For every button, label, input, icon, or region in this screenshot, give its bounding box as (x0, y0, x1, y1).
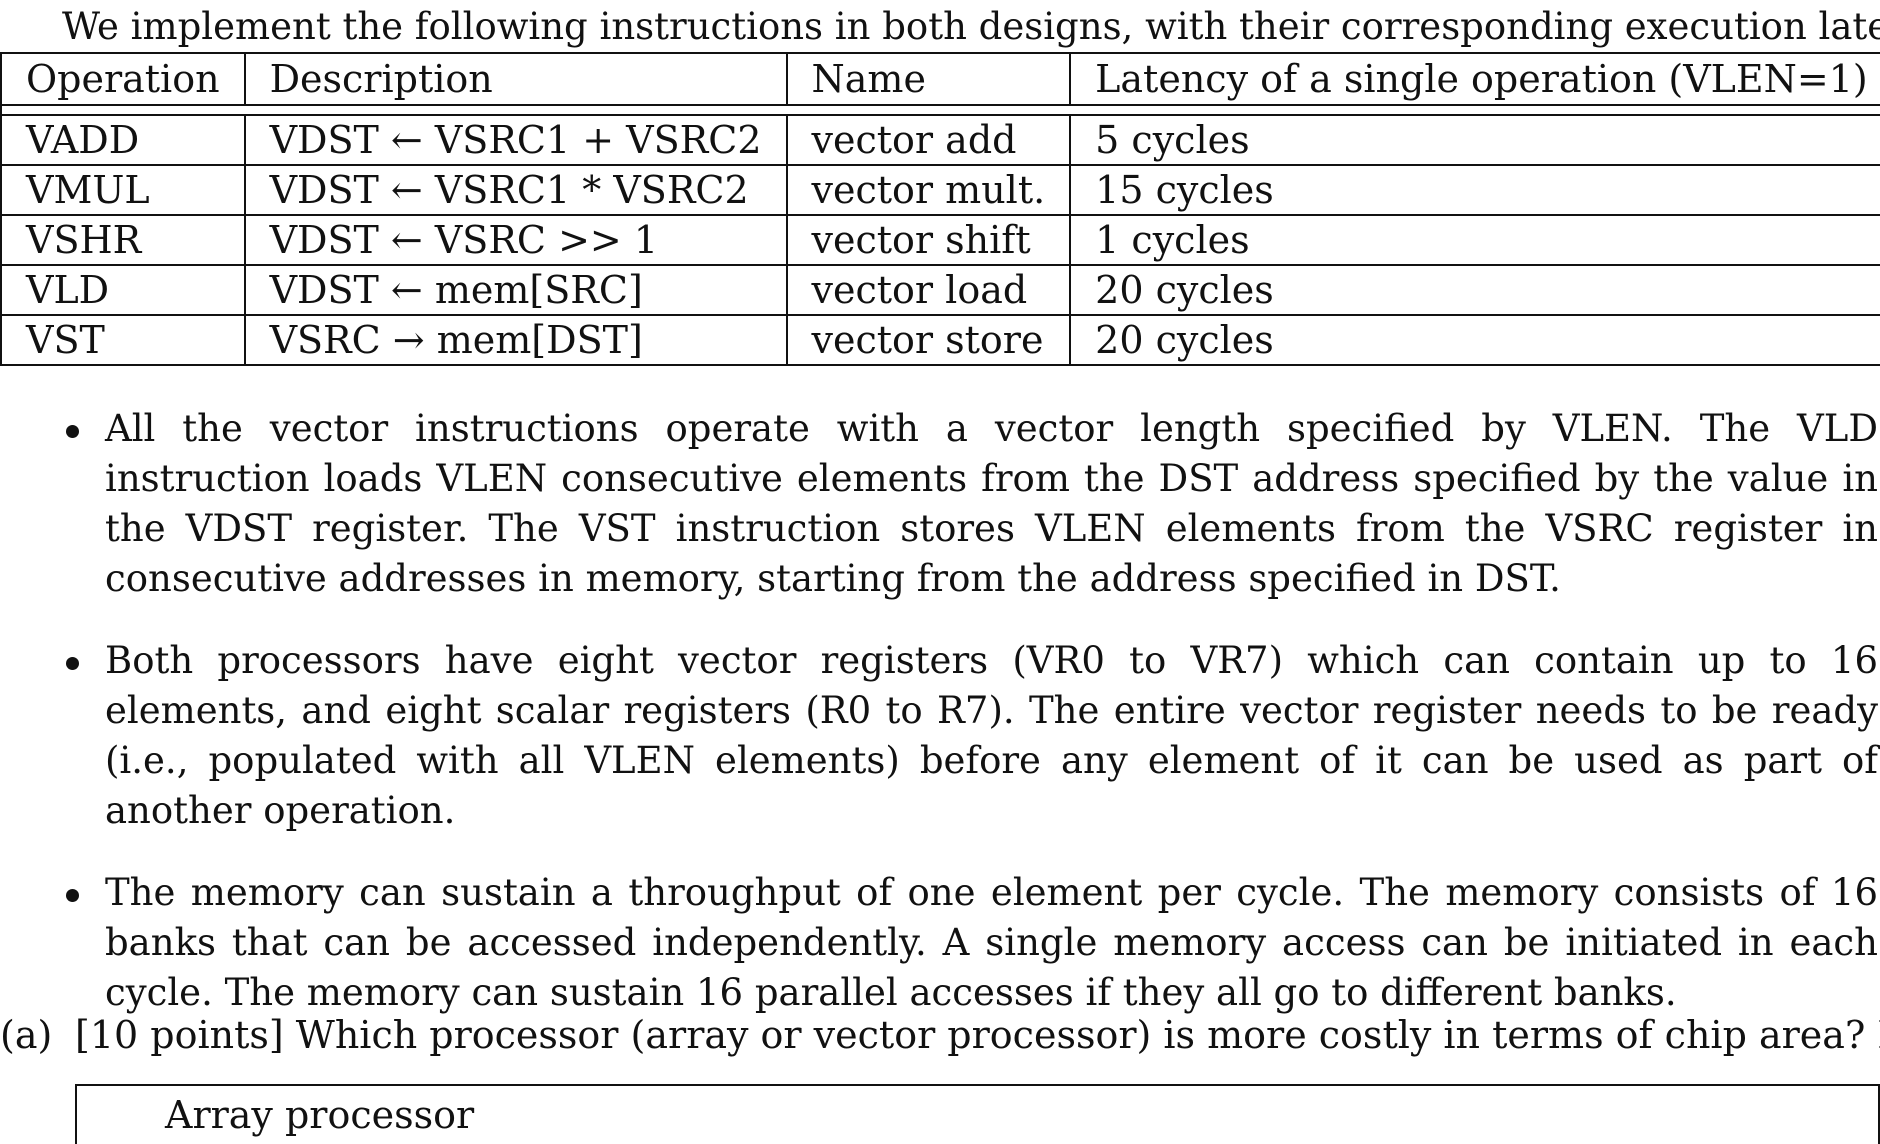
table-row: VST VSRC → mem[DST] vector store 20 cycl… (0, 314, 1880, 366)
cell-name: vector store (785, 314, 1072, 366)
table-header-row: Operation Description Name Latency of a … (0, 52, 1880, 106)
list-item: All the vector instructions operate with… (0, 404, 1880, 604)
cell-latency: 1 cycles (1069, 214, 1880, 266)
cell-name: vector load (785, 264, 1072, 316)
assumption-list: All the vector instructions operate with… (0, 404, 1880, 1050)
bullet-icon (66, 425, 79, 438)
cell-operation: VMUL (0, 164, 246, 216)
bullet-icon (66, 657, 79, 670)
cell-description: VDST ← VSRC >> 1 (243, 214, 788, 266)
header-description: Description (243, 52, 788, 106)
question-a: (a) [10 points] Which processor (array or… (0, 1012, 1880, 1058)
answer-text: Array processor (165, 1093, 475, 1137)
cell-latency: 20 cycles (1069, 264, 1880, 316)
header-latency: Latency of a single operation (VLEN=1) (1069, 52, 1880, 106)
list-item: Both processors have eight vector regist… (0, 636, 1880, 836)
cell-operation: VADD (0, 114, 246, 166)
bullet-text: The memory can sustain a throughput of o… (105, 871, 1878, 1014)
table-row: VADD VDST ← VSRC1 + VSRC2 vector add 5 c… (0, 114, 1880, 166)
cell-description: VDST ← VSRC1 + VSRC2 (243, 114, 788, 166)
cell-latency: 15 cycles (1069, 164, 1880, 216)
bullet-text: All the vector instructions operate with… (105, 407, 1878, 600)
answer-box: Array processor (75, 1084, 1880, 1144)
cell-description: VSRC → mem[DST] (243, 314, 788, 366)
list-item: The memory can sustain a throughput of o… (0, 868, 1880, 1018)
table-row: VLD VDST ← mem[SRC] vector load 20 cycle… (0, 264, 1880, 316)
bullet-text: Both processors have eight vector regist… (105, 639, 1878, 832)
header-name: Name (785, 52, 1072, 106)
question-label: (a) (0, 1013, 53, 1057)
cell-description: VDST ← VSRC1 * VSRC2 (243, 164, 788, 216)
question-text: [10 points] Which processor (array or ve… (75, 1013, 1880, 1057)
intro-text: We implement the following instructions … (62, 5, 1880, 48)
cell-description: VDST ← mem[SRC] (243, 264, 788, 316)
cell-name: vector add (785, 114, 1072, 166)
cell-operation: VLD (0, 264, 246, 316)
header-operation: Operation (0, 52, 246, 106)
cell-latency: 5 cycles (1069, 114, 1880, 166)
cell-name: vector shift (785, 214, 1072, 266)
cell-operation: VSHR (0, 214, 246, 266)
table-row: VMUL VDST ← VSRC1 * VSRC2 vector mult. 1… (0, 164, 1880, 216)
instruction-table: Operation Description Name Latency of a … (0, 52, 1880, 366)
cell-name: vector mult. (785, 164, 1072, 216)
cell-operation: VST (0, 314, 246, 366)
cell-latency: 20 cycles (1069, 314, 1880, 366)
bullet-icon (66, 889, 79, 902)
table-row: VSHR VDST ← VSRC >> 1 vector shift 1 cyc… (0, 214, 1880, 266)
